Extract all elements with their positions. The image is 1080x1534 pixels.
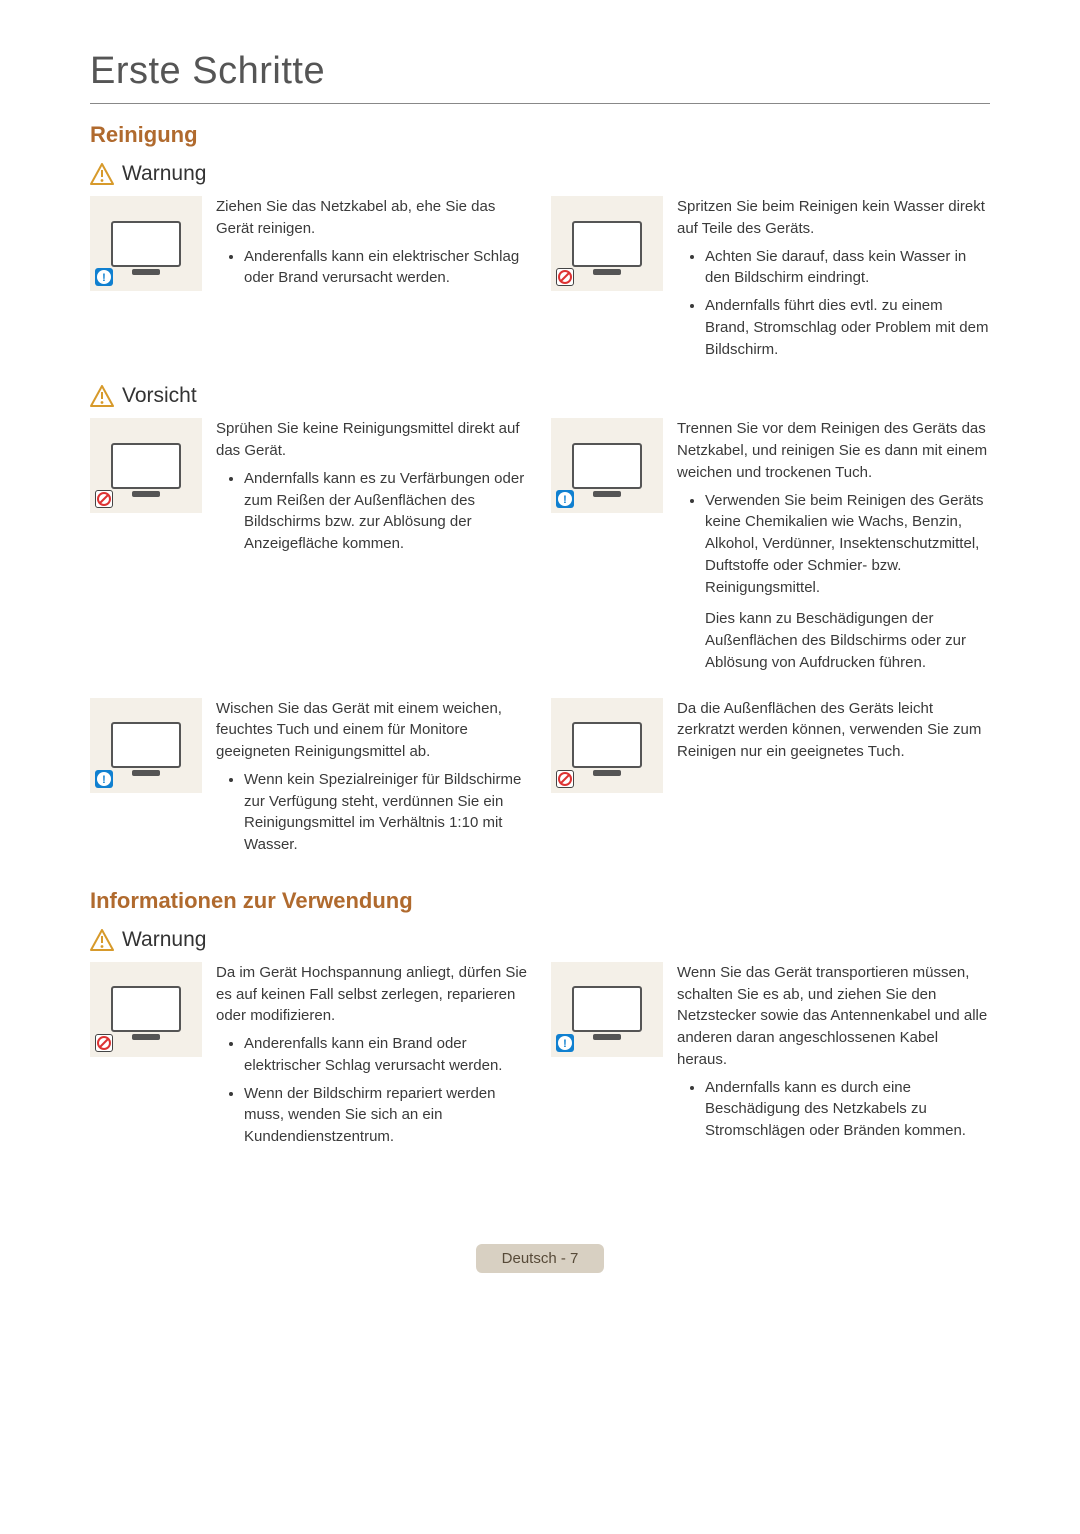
cell-w1a: ! Ziehen Sie das Netzkabel ab, ehe Sie d… <box>90 196 529 366</box>
warning-triangle-icon <box>90 385 114 407</box>
subhead-warning-cleaning: Warnung <box>90 162 990 186</box>
svg-text:!: ! <box>563 1038 567 1050</box>
row-caution-1: Sprühen Sie keine Reinigungsmittel direk… <box>90 418 990 679</box>
info-badge-icon: ! <box>556 1034 574 1052</box>
cell-u1b: ! Wenn Sie das Gerät transportieren müss… <box>551 962 990 1154</box>
subhead-warning-usage: Warnung <box>90 928 990 952</box>
warning-triangle-icon <box>90 163 114 185</box>
illustration-transport: ! <box>551 962 663 1057</box>
prohibit-badge-icon <box>556 770 574 788</box>
cell-c1b: ! Trennen Sie vor dem Reinigen des Gerät… <box>551 418 990 679</box>
text-c1a-b1: Andernfalls kann es zu Verfärbungen oder… <box>244 468 529 555</box>
section-heading-usage: Informationen zur Verwendung <box>90 888 990 914</box>
text-u1b-intro: Wenn Sie das Gerät transportieren müssen… <box>677 962 990 1071</box>
cell-u1a: Da im Gerät Hochspannung anliegt, dürfen… <box>90 962 529 1154</box>
text-w1b-b2: Andernfalls führt dies evtl. zu einem Br… <box>705 295 990 360</box>
text-c2a-b1: Wenn kein Spezialreiniger für Bildschirm… <box>244 769 529 856</box>
subhead-caution-label: Vorsicht <box>122 384 197 408</box>
svg-text:!: ! <box>563 494 567 506</box>
cell-w1b: Spritzen Sie beim Reinigen kein Wasser d… <box>551 196 990 366</box>
text-c2b-intro: Da die Außenflächen des Geräts leicht ze… <box>677 698 990 763</box>
cell-c2a: ! Wischen Sie das Gerät mit einem weiche… <box>90 698 529 862</box>
prohibit-badge-icon <box>95 490 113 508</box>
page-number-pill: Deutsch - 7 <box>476 1244 605 1273</box>
text-u1a-b1: Anderenfalls kann ein Brand oder elektri… <box>244 1033 529 1077</box>
text-u1a-intro: Da im Gerät Hochspannung anliegt, dürfen… <box>216 962 529 1027</box>
text-w1a-b1: Anderenfalls kann ein elektrischer Schla… <box>244 246 529 290</box>
row-warning-1: ! Ziehen Sie das Netzkabel ab, ehe Sie d… <box>90 196 990 366</box>
page-title: Erste Schritte <box>90 50 990 104</box>
page-footer: Deutsch - 7 <box>90 1244 990 1273</box>
illustration-nospray <box>90 418 202 513</box>
illustration-nodisassemble <box>90 962 202 1057</box>
row-usage-1: Da im Gerät Hochspannung anliegt, dürfen… <box>90 962 990 1154</box>
warning-triangle-icon <box>90 929 114 951</box>
text-c1b-b1: Verwenden Sie beim Reinigen des Geräts k… <box>705 490 990 599</box>
row-caution-2: ! Wischen Sie das Gerät mit einem weiche… <box>90 698 990 862</box>
text-c1b-extra: Dies kann zu Beschädigungen der Außenflä… <box>677 608 990 673</box>
text-u1b-b1: Andernfalls kann es durch eine Beschädig… <box>705 1077 990 1142</box>
text-w1b-b1: Achten Sie darauf, dass kein Wasser in d… <box>705 246 990 290</box>
cell-c2b: Da die Außenflächen des Geräts leicht ze… <box>551 698 990 862</box>
illustration-scratch <box>551 698 663 793</box>
info-badge-icon: ! <box>95 770 113 788</box>
text-w1a-intro: Ziehen Sie das Netzkabel ab, ehe Sie das… <box>216 196 529 240</box>
info-badge-icon: ! <box>556 490 574 508</box>
subhead-warning-label: Warnung <box>122 162 206 186</box>
text-w1b-intro: Spritzen Sie beim Reinigen kein Wasser d… <box>677 196 990 240</box>
illustration-unplug: ! <box>90 196 202 291</box>
illustration-nowater <box>551 196 663 291</box>
illustration-wipe: ! <box>90 698 202 793</box>
prohibit-badge-icon <box>95 1034 113 1052</box>
subhead-warning-usage-label: Warnung <box>122 928 206 952</box>
svg-text:!: ! <box>102 272 106 284</box>
prohibit-badge-icon <box>556 268 574 286</box>
text-u1a-b2: Wenn der Bildschirm repariert werden mus… <box>244 1083 529 1148</box>
info-badge-icon: ! <box>95 268 113 286</box>
svg-text:!: ! <box>102 774 106 786</box>
cell-c1a: Sprühen Sie keine Reinigungsmittel direk… <box>90 418 529 679</box>
text-c1b-intro: Trennen Sie vor dem Reinigen des Geräts … <box>677 418 990 483</box>
subhead-caution-cleaning: Vorsicht <box>90 384 990 408</box>
section-heading-cleaning: Reinigung <box>90 122 990 148</box>
text-c1a-intro: Sprühen Sie keine Reinigungsmittel direk… <box>216 418 529 462</box>
text-c2a-intro: Wischen Sie das Gerät mit einem weichen,… <box>216 698 529 763</box>
illustration-softcloth: ! <box>551 418 663 513</box>
